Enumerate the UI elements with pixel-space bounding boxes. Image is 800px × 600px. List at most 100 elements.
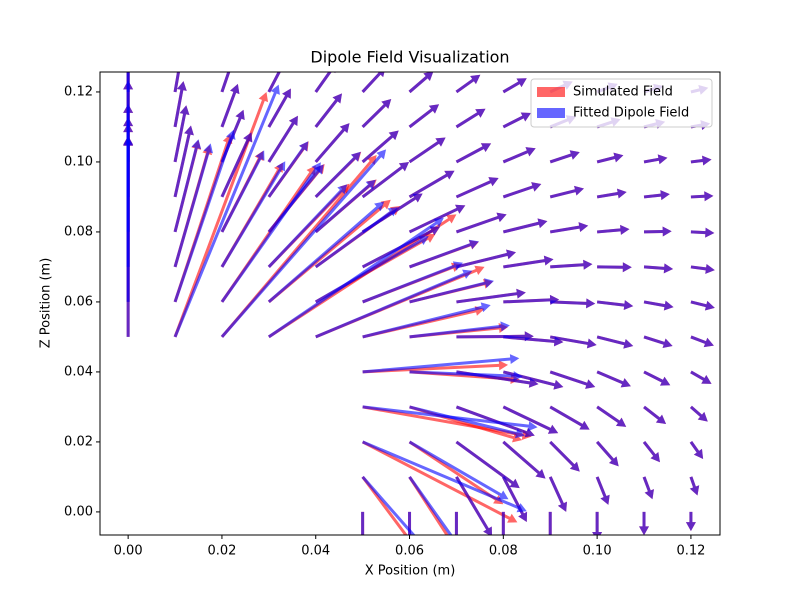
field-arrow bbox=[549, 150, 580, 164]
y-tick-label: 0.12 bbox=[64, 84, 93, 99]
field-arrow bbox=[123, 80, 134, 127]
field-arrow bbox=[643, 300, 674, 311]
field-arrow bbox=[173, 143, 213, 268]
field-arrow bbox=[503, 294, 560, 305]
field-arrow bbox=[173, 139, 202, 233]
field-arrow bbox=[549, 370, 596, 389]
field-arrow bbox=[502, 218, 548, 234]
field-arrow bbox=[456, 249, 516, 269]
field-arrow bbox=[362, 302, 491, 339]
field-arrow bbox=[267, 88, 291, 128]
y-tick-label: 0.02 bbox=[64, 434, 93, 449]
field-arrow bbox=[639, 511, 650, 535]
field-arrow bbox=[267, 141, 309, 198]
field-arrow bbox=[267, 201, 385, 304]
field-arrow bbox=[314, 236, 429, 304]
x-tick-label: 0.00 bbox=[114, 544, 143, 559]
field-arrow bbox=[455, 74, 481, 94]
legend-label: Fitted Dipole Field bbox=[573, 106, 689, 121]
field-arrow bbox=[408, 170, 455, 199]
field-arrow bbox=[361, 193, 423, 234]
y-tick-label: 0.06 bbox=[64, 294, 93, 309]
y-tick-label: 0.00 bbox=[64, 504, 93, 519]
y-axis-label: Z Position (m) bbox=[39, 258, 54, 349]
field-arrow bbox=[643, 370, 671, 386]
x-tick-label: 0.08 bbox=[489, 544, 518, 559]
field-arrow bbox=[503, 255, 554, 269]
field-arrow bbox=[408, 72, 434, 94]
legend-swatch bbox=[537, 108, 565, 118]
field-arrow bbox=[549, 440, 580, 472]
field-arrow bbox=[596, 405, 627, 427]
x-tick-label: 0.02 bbox=[207, 544, 236, 559]
field-arrow bbox=[361, 98, 392, 129]
field-arrow bbox=[685, 511, 696, 532]
field-arrow bbox=[409, 278, 494, 304]
field-arrow bbox=[408, 440, 509, 500]
field-arrow bbox=[690, 191, 714, 202]
field-arrow bbox=[642, 440, 660, 463]
field-arrow bbox=[173, 105, 190, 163]
field-arrow bbox=[361, 226, 441, 269]
x-tick-label: 0.06 bbox=[395, 544, 424, 559]
x-axis-label: X Position (m) bbox=[365, 564, 456, 579]
field-arrow bbox=[455, 212, 507, 234]
field-arrow bbox=[220, 161, 286, 268]
field-arrow bbox=[549, 335, 597, 349]
field-arrow bbox=[642, 476, 654, 500]
field-arrow bbox=[361, 130, 399, 164]
field-arrow bbox=[597, 224, 630, 235]
x-tick-label: 0.04 bbox=[301, 544, 330, 559]
field-arrow bbox=[408, 204, 466, 234]
field-arrow bbox=[690, 263, 715, 274]
field-arrow bbox=[456, 288, 526, 304]
field-arrow bbox=[501, 511, 505, 535]
field-arrow bbox=[314, 151, 361, 198]
field-arrow bbox=[267, 115, 298, 163]
field-arrow bbox=[456, 331, 534, 342]
x-tick-label: 0.10 bbox=[583, 544, 612, 559]
field-arrow bbox=[549, 185, 584, 199]
field-arrow bbox=[502, 78, 527, 94]
field-arrow bbox=[173, 84, 280, 338]
field-arrow bbox=[267, 164, 324, 233]
field-arrow bbox=[502, 112, 531, 129]
field-arrow bbox=[592, 511, 603, 535]
field-arrow bbox=[690, 335, 714, 348]
field-arrow bbox=[173, 125, 194, 198]
field-arrow bbox=[314, 72, 336, 93]
field-arrow bbox=[173, 81, 187, 128]
field-arrow bbox=[595, 476, 610, 505]
field-arrow bbox=[314, 179, 376, 234]
field-arrow bbox=[408, 511, 412, 535]
field-arrow bbox=[596, 440, 619, 467]
field-arrow bbox=[409, 370, 523, 382]
field-arrow bbox=[362, 405, 532, 441]
field-arrow bbox=[408, 137, 446, 164]
field-arrow bbox=[643, 226, 672, 237]
field-arrow bbox=[126, 72, 130, 92]
field-arrow bbox=[502, 147, 536, 164]
field-arrow bbox=[596, 188, 627, 199]
field-arrow bbox=[455, 440, 520, 489]
field-arrow bbox=[361, 72, 385, 93]
field-arrow bbox=[220, 109, 245, 163]
field-arrow bbox=[503, 335, 564, 347]
field-arrow bbox=[314, 93, 342, 128]
field-arrow bbox=[596, 370, 631, 388]
field-arrow bbox=[643, 190, 670, 201]
field-arrow bbox=[597, 262, 632, 273]
field-arrow bbox=[502, 370, 564, 390]
field-arrow bbox=[456, 370, 539, 388]
field-arrow bbox=[455, 476, 493, 535]
field-arrow bbox=[220, 72, 231, 93]
field-arrow bbox=[689, 476, 700, 496]
field-arrow bbox=[408, 476, 453, 535]
legend-swatch bbox=[537, 87, 565, 97]
field-arrow bbox=[549, 222, 589, 234]
field-arrow bbox=[689, 405, 708, 422]
field-arrow bbox=[454, 511, 458, 535]
field-arrow bbox=[361, 511, 365, 535]
field-arrow bbox=[361, 161, 410, 199]
